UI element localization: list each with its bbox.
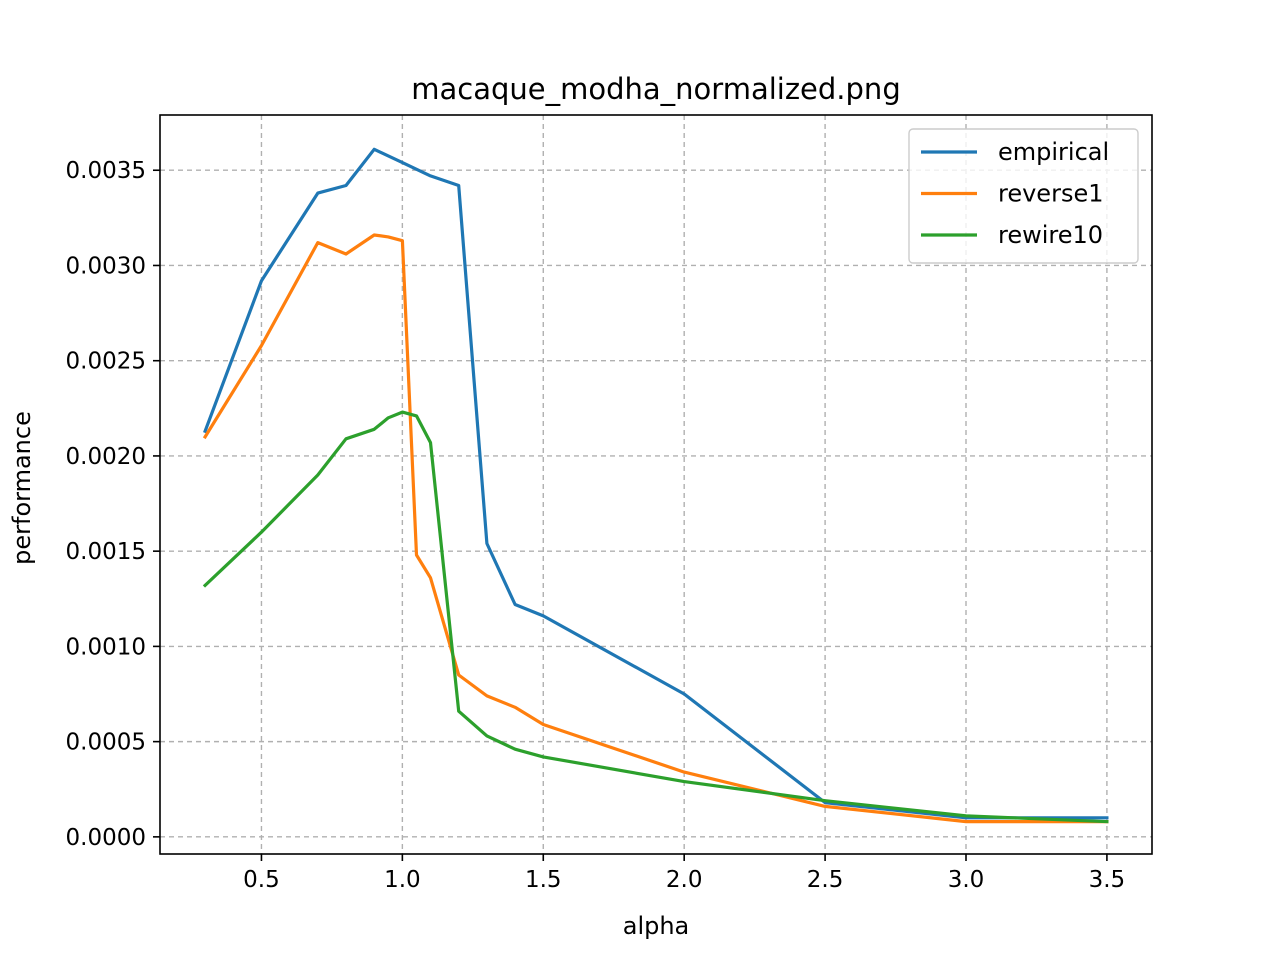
series-lines (202, 147, 1109, 824)
y-axis-title: performance (8, 411, 36, 565)
y-tick-label: 0.0010 (66, 634, 146, 660)
x-tick-label: 2.5 (807, 867, 844, 893)
x-tick-label: 3.0 (948, 867, 985, 893)
grid-lines (160, 115, 1152, 854)
x-tick-label: 1.0 (384, 867, 421, 893)
legend-label-empirical: empirical (998, 138, 1109, 166)
y-tick-label: 0.0005 (66, 730, 146, 756)
series-line-reverse1 (202, 233, 1109, 824)
series-line-empirical (203, 147, 1109, 820)
x-tick-label: 1.5 (525, 867, 562, 893)
y-tick-label: 0.0030 (66, 253, 146, 279)
x-axis-title: alpha (623, 912, 690, 940)
y-tick-label: 0.0020 (66, 444, 146, 470)
axis-ticks: 0.5 1.0 1.5 2.0 2.5 3.0 3.5 0.0000 0.0005 0.0010 0… (66, 158, 1126, 893)
legend: empirical reverse1 rewire10 (908, 128, 1139, 264)
series-line-rewire10 (202, 410, 1109, 824)
y-tick-label: 0.0015 (66, 539, 146, 565)
x-tick-label: 3.5 (1089, 867, 1126, 893)
legend-box (908, 128, 1139, 264)
y-tick-label: 0.0035 (66, 158, 146, 184)
x-tick-label: 2.0 (666, 867, 703, 893)
y-tick-label: 0.0025 (66, 349, 146, 375)
legend-label-reverse1: reverse1 (998, 180, 1103, 208)
plot-area-frame (159, 114, 1153, 855)
legend-label-rewire10: rewire10 (998, 221, 1103, 249)
y-tick-label: 0.0000 (66, 825, 146, 851)
chart-title: macaque_modha_normalized.png (411, 72, 900, 106)
x-tick-label: 0.5 (243, 867, 280, 893)
